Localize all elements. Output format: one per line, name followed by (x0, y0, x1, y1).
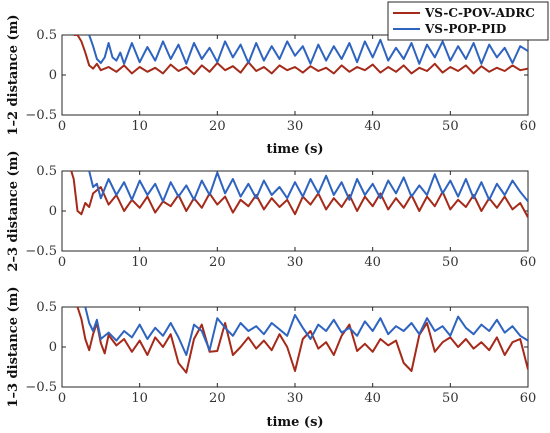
series-line-vs-c-pov-adrc (73, 35, 528, 76)
subplot-3: 0 10 20 30 40 50 60−0.500.51–3 distance (m)tim… (6, 286, 536, 430)
series-line-vs-pop-pid (88, 171, 528, 203)
x-tick-label: 10 (131, 255, 148, 270)
legend-entry-label: VS-POP-PID (424, 22, 506, 36)
x-tick-label: 30 (287, 391, 304, 406)
x-tick-label: 50 (442, 255, 459, 270)
x-tick-label: 10 (131, 391, 148, 406)
series-line-vs-pop-pid (88, 35, 528, 65)
x-tick-label: 50 (442, 119, 459, 134)
x-tick-label: 60 (520, 391, 537, 406)
x-tick-label: 0 (58, 391, 66, 406)
y-tick-label: −0.5 (25, 244, 57, 259)
x-tick-label: 0 (58, 255, 66, 270)
y-tick-label: −0.5 (25, 108, 57, 123)
legend-box (387, 1, 549, 41)
x-axis-label: time (s) (266, 142, 323, 157)
series-line-vs-c-pov-adrc (70, 171, 528, 218)
x-tick-label: 20 (209, 255, 226, 270)
legend: VS-C-POV-ADRC VS-POP-PID (387, 1, 549, 41)
x-tick-label: 60 (520, 255, 537, 270)
y-tick-label: 0.5 (36, 164, 57, 179)
series-line-vs-c-pov-adrc (76, 307, 528, 374)
y-axis-label: 1–2 distance (m) (6, 14, 21, 135)
x-tick-label: 50 (442, 391, 459, 406)
series-line-vs-pop-pid (84, 307, 528, 356)
x-tick-label: 30 (287, 255, 304, 270)
y-tick-label: 0.5 (36, 300, 57, 315)
x-tick-label: 30 (287, 119, 304, 134)
x-tick-label: 40 (364, 119, 381, 134)
x-tick-label: 10 (131, 119, 148, 134)
x-tick-label: 20 (209, 391, 226, 406)
x-tick-label: 60 (520, 119, 537, 134)
x-tick-label: 40 (364, 255, 381, 270)
y-tick-label: 0 (49, 204, 57, 219)
x-tick-label: 0 (58, 119, 66, 134)
x-axis-label: time (s) (266, 415, 323, 430)
legend-entry-label: VS-C-POV-ADRC (424, 6, 535, 20)
y-tick-label: 0.5 (36, 28, 57, 43)
y-axis-label: 2–3 distance (m) (6, 150, 21, 271)
y-axis-label: 1–3 distance (m) (6, 286, 21, 407)
y-tick-label: 0 (49, 340, 57, 355)
subplot-1: 0 10 20 30 40 50 60−0.500.51–2 distance (m)tim… (6, 14, 536, 157)
x-tick-label: 40 (364, 391, 381, 406)
x-tick-label: 20 (209, 119, 226, 134)
subplot-2: 0 10 20 30 40 50 60−0.500.52–3 distance (m) (6, 150, 536, 271)
y-tick-label: −0.5 (25, 380, 57, 395)
y-tick-label: 0 (49, 68, 57, 83)
